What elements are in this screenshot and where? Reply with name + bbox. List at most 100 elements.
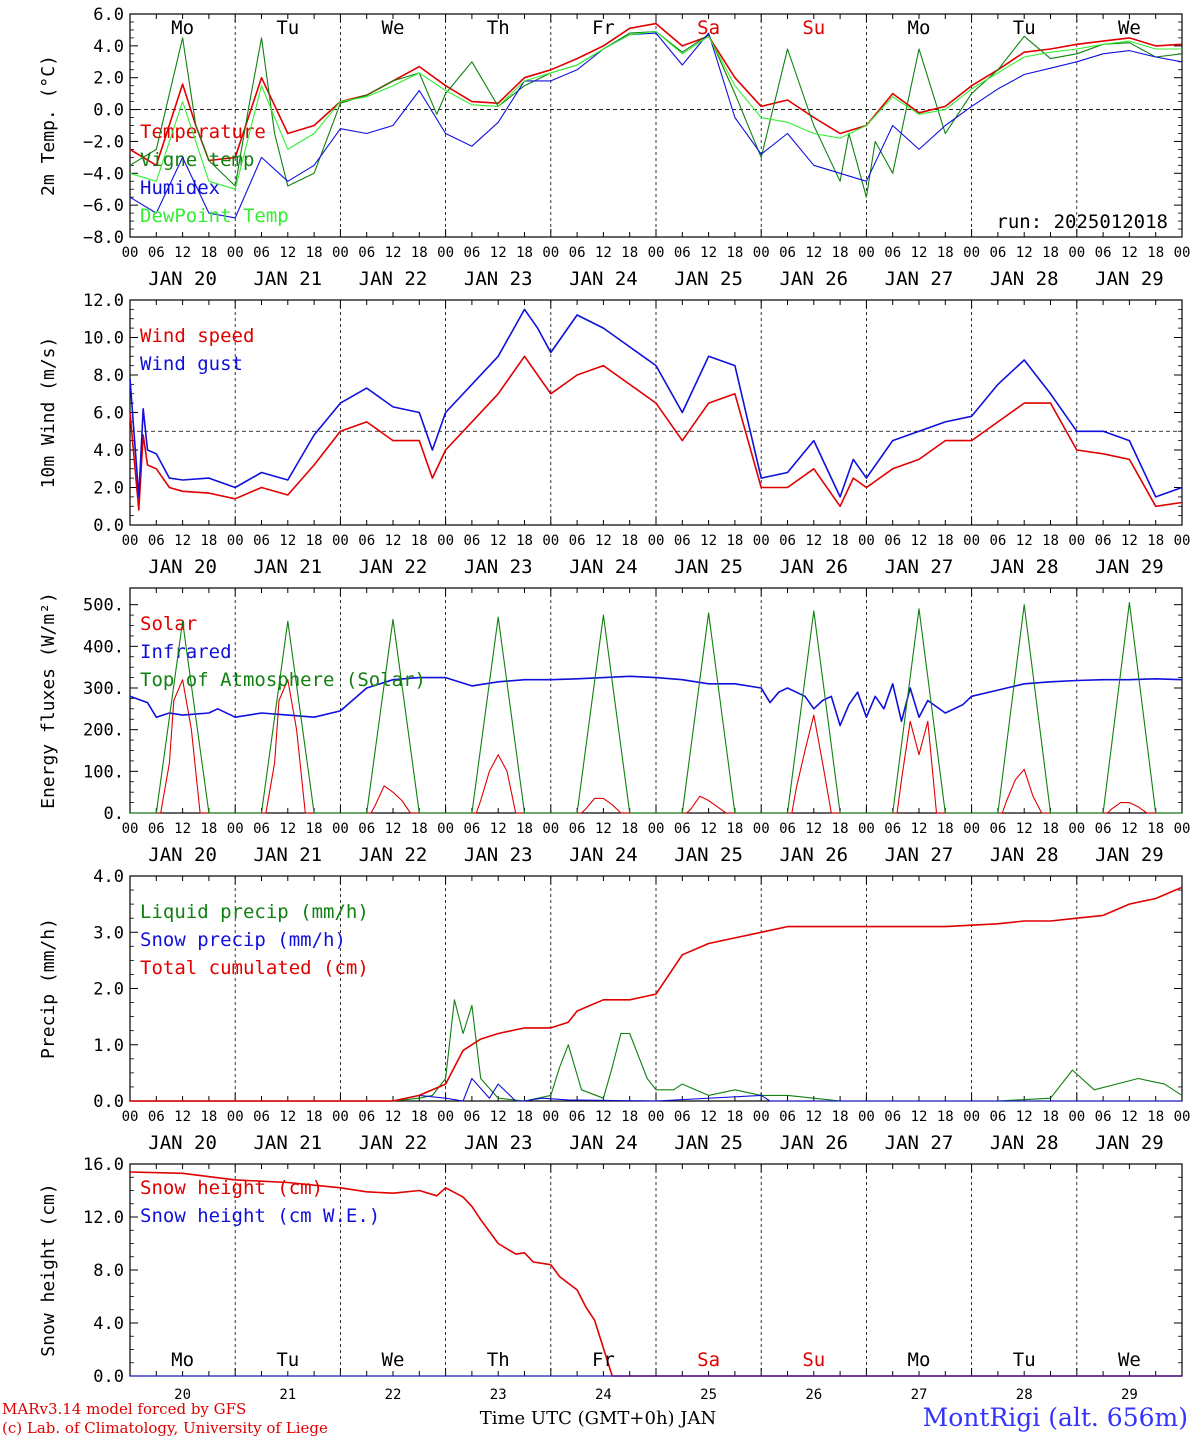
x-date-label: JAN 28 xyxy=(990,1132,1059,1154)
x-hour-label: 06 xyxy=(569,533,586,549)
x-hour-label: 00 xyxy=(332,1109,349,1125)
x-hour-label: 12 xyxy=(911,821,928,837)
x-hour-label: 12 xyxy=(700,245,717,261)
x-date-label: JAN 24 xyxy=(569,1132,638,1154)
weekday-label-top: We xyxy=(382,17,405,39)
x-hour-label: 12 xyxy=(1016,1109,1033,1125)
x-hour-label: 18 xyxy=(306,533,323,549)
legend-entry: DewPoint Temp xyxy=(140,205,289,227)
y-tick-label: 200. xyxy=(83,721,124,741)
x-hour-label: 18 xyxy=(1147,533,1164,549)
station-name: MontRigi (alt. 656m) xyxy=(922,1403,1188,1432)
x-hour-label: 00 xyxy=(227,533,244,549)
x-hour-label: 00 xyxy=(1174,533,1191,549)
x-date-label: JAN 25 xyxy=(674,268,743,290)
x-hour-label: 00 xyxy=(963,1109,980,1125)
x-hour-label: 00 xyxy=(122,821,139,837)
legend-entry: Snow height (cm) xyxy=(140,1177,323,1199)
x-hour-label: 06 xyxy=(569,821,586,837)
x-hour-label: 00 xyxy=(437,245,454,261)
x-hour-label: 18 xyxy=(200,245,217,261)
x-hour-label: 06 xyxy=(989,245,1006,261)
x-hour-label: 18 xyxy=(726,1109,743,1125)
y-tick-label: 12.0 xyxy=(83,1208,124,1228)
x-hour-label: 12 xyxy=(805,1109,822,1125)
plot-frame xyxy=(129,13,1183,238)
x-hour-label: 12 xyxy=(700,1109,717,1125)
panel-3: 500. 400. 300. 200. 100. 0. Energy fluxes (W/m… xyxy=(38,587,1190,866)
x-date-label: JAN 27 xyxy=(885,268,954,290)
x-hour-label: 12 xyxy=(174,245,191,261)
x-hour-label: 12 xyxy=(911,1109,928,1125)
x-date-label: JAN 21 xyxy=(253,844,322,866)
x-hour-label: 18 xyxy=(306,245,323,261)
x-hour-label: 12 xyxy=(1121,245,1138,261)
x-hour-label: 12 xyxy=(700,533,717,549)
y-tick-label: 2.0 xyxy=(93,479,124,499)
x-hour-label: 18 xyxy=(200,821,217,837)
x-hour-label: 00 xyxy=(542,533,559,549)
legend-entry: Snow precip (mm/h) xyxy=(140,929,346,951)
x-hour-label: 00 xyxy=(963,533,980,549)
x-day-number: 29 xyxy=(1121,1387,1138,1403)
x-hour-label: 18 xyxy=(1147,821,1164,837)
x-hour-label: 00 xyxy=(1068,245,1085,261)
x-date-label: JAN 29 xyxy=(1095,1132,1164,1154)
legend-entry: Wind speed xyxy=(140,325,254,347)
x-hour-label: 06 xyxy=(779,1109,796,1125)
y-tick-label: 8.0 xyxy=(93,366,124,386)
x-hour-label: 00 xyxy=(1068,821,1085,837)
y-axis-label: Snow height (cm) xyxy=(38,1183,59,1356)
y-tick-label: 4.0 xyxy=(93,441,124,461)
y-tick-label: 0.0 xyxy=(93,516,124,536)
x-hour-label: 06 xyxy=(1095,1109,1112,1125)
x-hour-label: 00 xyxy=(332,821,349,837)
x-date-label: JAN 29 xyxy=(1095,556,1164,578)
x-date-label: JAN 21 xyxy=(253,556,322,578)
x-hour-label: 06 xyxy=(779,533,796,549)
run-label: run: 2025012018 xyxy=(996,211,1168,233)
x-date-label: JAN 20 xyxy=(148,556,217,578)
x-date-label: JAN 23 xyxy=(464,1132,533,1154)
x-hour-label: 18 xyxy=(621,245,638,261)
x-hour-label: 06 xyxy=(463,533,480,549)
x-hour-label: 06 xyxy=(884,533,901,549)
x-hour-label: 18 xyxy=(832,245,849,261)
x-day-number: 22 xyxy=(385,1387,402,1403)
x-hour-label: 18 xyxy=(411,245,428,261)
x-date-label: JAN 23 xyxy=(464,844,533,866)
x-date-label: JAN 27 xyxy=(885,844,954,866)
y-tick-label: 0. xyxy=(104,804,124,824)
x-hour-label: 12 xyxy=(385,533,402,549)
x-hour-label: 12 xyxy=(279,1109,296,1125)
x-hour-label: 12 xyxy=(595,533,612,549)
x-hour-label: 06 xyxy=(463,245,480,261)
panel-2: 12.0 10.0 8.0 6.0 4.0 2.0 0.0 10m Wind (m/s) 00 0… xyxy=(38,291,1190,578)
x-date-label: JAN 21 xyxy=(253,268,322,290)
x-date-label: JAN 20 xyxy=(148,1132,217,1154)
y-axis-label: 10m Wind (m/s) xyxy=(38,337,59,489)
x-hour-label: 06 xyxy=(253,1109,270,1125)
weekday-label-top: Mo xyxy=(908,17,931,39)
x-hour-label: 00 xyxy=(542,1109,559,1125)
x-hour-label: 06 xyxy=(148,821,165,837)
weekday-label-top: Mo xyxy=(171,17,194,39)
x-hour-label: 00 xyxy=(648,245,665,261)
x-date-label: JAN 27 xyxy=(885,556,954,578)
x-hour-label: 18 xyxy=(937,245,954,261)
x-hour-label: 06 xyxy=(253,533,270,549)
x-hour-label: 06 xyxy=(884,245,901,261)
x-hour-label: 00 xyxy=(332,533,349,549)
x-hour-label: 18 xyxy=(1147,1109,1164,1125)
y-tick-label: 0.0 xyxy=(93,1092,124,1112)
x-hour-label: 00 xyxy=(858,1109,875,1125)
series-line-vigne-temp xyxy=(129,30,1183,198)
x-date-label: JAN 22 xyxy=(359,844,428,866)
x-hour-label: 06 xyxy=(358,821,375,837)
x-hour-label: 00 xyxy=(122,533,139,549)
x-hour-label: 06 xyxy=(569,1109,586,1125)
y-tick-label: 300. xyxy=(83,679,124,699)
x-hour-label: 06 xyxy=(989,821,1006,837)
x-hour-label: 12 xyxy=(174,533,191,549)
x-hour-label: 18 xyxy=(1147,245,1164,261)
